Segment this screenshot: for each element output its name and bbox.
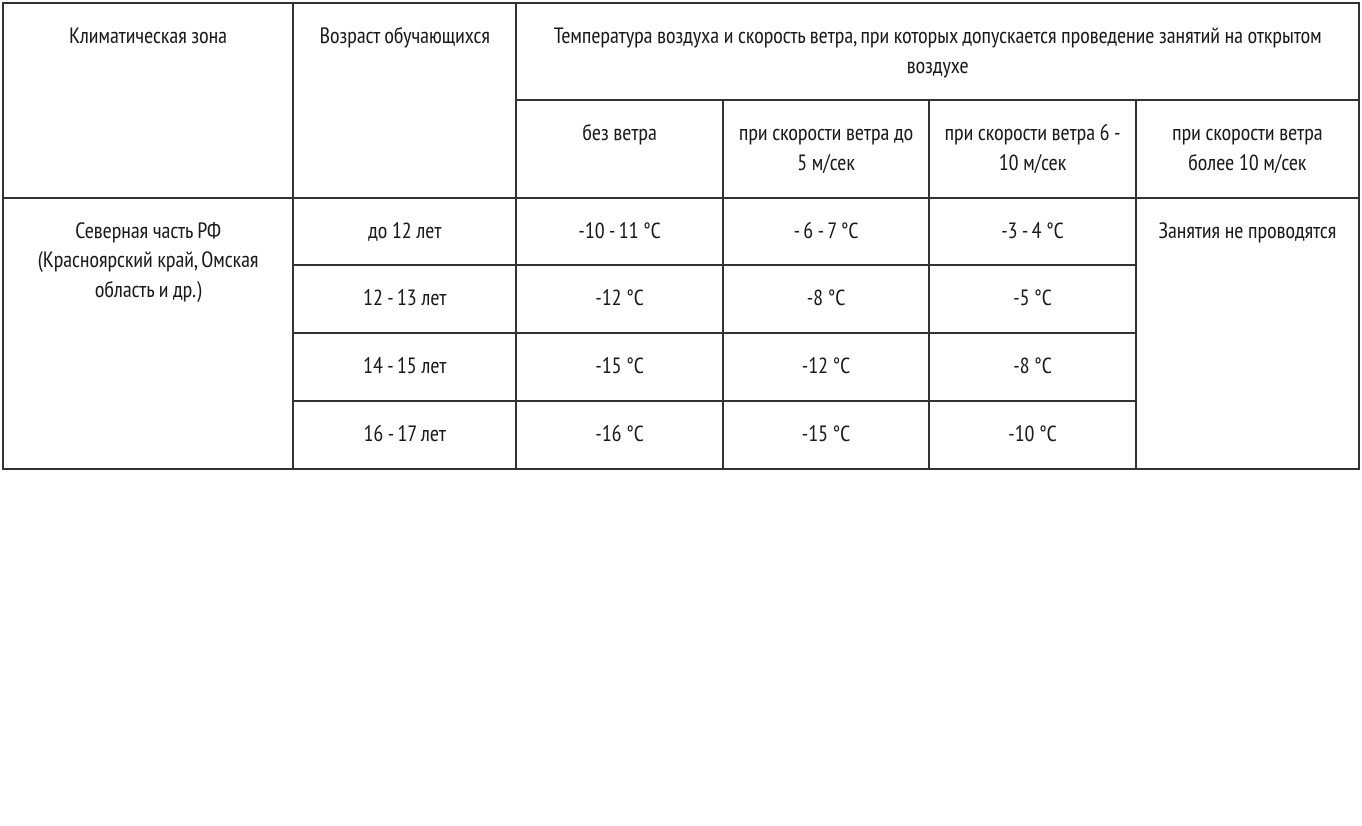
wind-5-cell: -15 °C bbox=[723, 401, 929, 469]
header-age: Возраст обучающихся bbox=[293, 3, 516, 198]
no-wind-cell: -16 °C bbox=[516, 401, 722, 469]
age-cell: до 12 лет bbox=[293, 198, 516, 266]
age-cell: 14 - 15 лет bbox=[293, 333, 516, 401]
no-wind-cell: -12 °C bbox=[516, 265, 722, 333]
no-classes-cell: Занятия не проводятся bbox=[1136, 198, 1359, 469]
wind-5-cell: -12 °C bbox=[723, 333, 929, 401]
header-zone: Климатическая зона bbox=[3, 3, 293, 198]
header-wind-6-10: при скорости ветра 6 - 10 м/сек bbox=[929, 100, 1135, 197]
age-cell: 12 - 13 лет bbox=[293, 265, 516, 333]
wind-6-10-cell: -3 - 4 °C bbox=[929, 198, 1135, 266]
header-temp-group: Температура воздуха и скорость ветра, пр… bbox=[516, 3, 1359, 100]
wind-5-cell: -8 °C bbox=[723, 265, 929, 333]
data-row-0: Северная часть РФ (Красноярский край, Ом… bbox=[3, 198, 1359, 266]
header-row-1: Климатическая зона Возраст обучающихся Т… bbox=[3, 3, 1359, 100]
age-cell: 16 - 17 лет bbox=[293, 401, 516, 469]
wind-6-10-cell: -5 °C bbox=[929, 265, 1135, 333]
header-wind-5: при скорости ветра до 5 м/сек bbox=[723, 100, 929, 197]
wind-5-cell: - 6 - 7 °C bbox=[723, 198, 929, 266]
header-wind-10plus: при скорости ветра более 10 м/сек bbox=[1136, 100, 1359, 197]
climate-table: Климатическая зона Возраст обучающихся Т… bbox=[2, 2, 1360, 470]
zone-cell: Северная часть РФ (Красноярский край, Ом… bbox=[3, 198, 293, 469]
no-wind-cell: -10 - 11 °C bbox=[516, 198, 722, 266]
no-wind-cell: -15 °C bbox=[516, 333, 722, 401]
wind-6-10-cell: -8 °C bbox=[929, 333, 1135, 401]
header-no-wind: без ветра bbox=[516, 100, 722, 197]
wind-6-10-cell: -10 °C bbox=[929, 401, 1135, 469]
